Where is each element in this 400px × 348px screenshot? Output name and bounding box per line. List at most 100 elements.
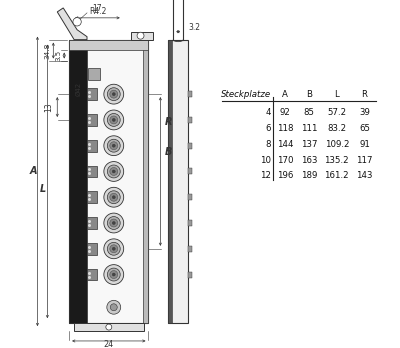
Text: 135.2: 135.2 (324, 156, 349, 165)
Circle shape (104, 264, 124, 284)
Text: 65: 65 (359, 124, 370, 133)
Polygon shape (131, 32, 154, 40)
Circle shape (107, 165, 120, 178)
Text: 163: 163 (301, 156, 317, 165)
Text: 17: 17 (93, 4, 102, 13)
Circle shape (112, 273, 115, 276)
Text: 109.2: 109.2 (324, 140, 349, 149)
Circle shape (73, 18, 81, 26)
Text: R4.2: R4.2 (89, 7, 106, 16)
Text: 144: 144 (277, 140, 294, 149)
Text: R: R (362, 90, 368, 99)
Circle shape (104, 136, 124, 156)
Circle shape (107, 88, 120, 101)
Circle shape (107, 242, 120, 255)
Bar (87, 217, 97, 229)
Bar (188, 143, 192, 149)
Bar (188, 117, 192, 123)
Bar (168, 40, 172, 323)
Circle shape (110, 116, 118, 124)
Bar (87, 140, 97, 152)
Circle shape (107, 191, 120, 204)
Circle shape (110, 245, 118, 253)
Text: 83.2: 83.2 (327, 124, 346, 133)
Bar (142, 40, 148, 323)
Text: 189: 189 (301, 171, 317, 180)
Circle shape (110, 193, 118, 201)
Circle shape (112, 144, 115, 147)
Bar (69, 40, 148, 49)
Bar (69, 40, 148, 323)
Circle shape (107, 268, 120, 281)
Circle shape (112, 170, 115, 173)
Bar (69, 40, 87, 323)
Polygon shape (57, 8, 87, 40)
Circle shape (104, 239, 124, 259)
Text: Steckplatze: Steckplatze (221, 90, 271, 99)
Bar (87, 166, 97, 177)
Text: 137: 137 (301, 140, 317, 149)
Circle shape (107, 139, 120, 152)
Text: 92: 92 (280, 108, 291, 117)
Text: 117: 117 (356, 156, 373, 165)
Text: 91: 91 (359, 140, 370, 149)
Bar (168, 40, 188, 323)
Bar (88, 69, 100, 80)
Bar (188, 168, 192, 174)
Circle shape (107, 113, 120, 126)
Text: 39: 39 (359, 108, 370, 117)
Bar (188, 246, 192, 252)
Text: A: A (30, 166, 37, 176)
Circle shape (112, 93, 115, 96)
Text: 111: 111 (301, 124, 317, 133)
Bar (87, 114, 97, 126)
Text: L: L (40, 184, 46, 194)
Text: 3.2: 3.2 (188, 23, 200, 32)
Polygon shape (74, 323, 144, 331)
Text: R: R (164, 117, 172, 127)
Text: 13: 13 (44, 102, 53, 112)
Bar (188, 194, 192, 200)
Bar (87, 88, 97, 100)
Bar (87, 269, 97, 280)
Circle shape (104, 110, 124, 130)
Circle shape (107, 300, 121, 314)
Text: A: A (282, 90, 288, 99)
Text: B: B (306, 90, 312, 99)
Circle shape (107, 216, 120, 229)
Circle shape (110, 142, 118, 150)
Circle shape (112, 196, 115, 199)
Circle shape (104, 213, 124, 233)
Bar (188, 271, 192, 277)
Text: 4: 4 (266, 108, 271, 117)
Text: B: B (164, 147, 172, 157)
Text: 143: 143 (356, 171, 373, 180)
Circle shape (110, 219, 118, 227)
Text: 85: 85 (304, 108, 314, 117)
Text: 34.8: 34.8 (44, 42, 50, 59)
Text: 8: 8 (266, 140, 271, 149)
Bar (188, 220, 192, 226)
Circle shape (112, 247, 115, 250)
Circle shape (110, 90, 118, 98)
Text: 12: 12 (260, 171, 271, 180)
Text: L: L (334, 90, 339, 99)
Text: 161.2: 161.2 (324, 171, 349, 180)
Circle shape (106, 324, 112, 330)
Circle shape (112, 222, 115, 224)
Text: 3.5: 3.5 (55, 50, 61, 61)
Bar (87, 191, 97, 203)
Text: Ø42: Ø42 (75, 82, 81, 96)
Circle shape (112, 118, 115, 121)
Bar (188, 91, 192, 97)
Text: 118: 118 (277, 124, 294, 133)
Circle shape (110, 271, 118, 278)
Text: 170: 170 (277, 156, 294, 165)
Text: 196: 196 (277, 171, 294, 180)
Circle shape (104, 187, 124, 207)
Text: 6: 6 (266, 124, 271, 133)
Circle shape (110, 304, 117, 311)
Circle shape (104, 84, 124, 104)
Circle shape (110, 167, 118, 175)
Text: 24: 24 (104, 340, 114, 348)
